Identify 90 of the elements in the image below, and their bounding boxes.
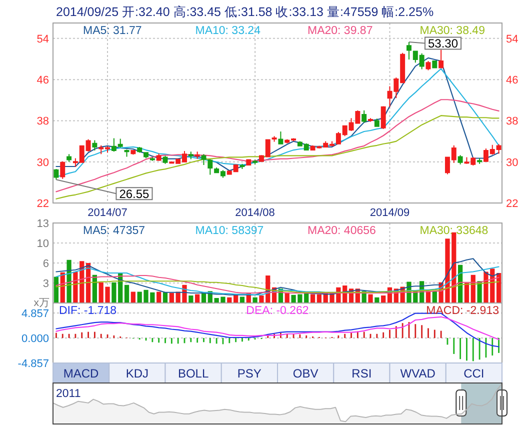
candlestick	[368, 118, 373, 122]
chart-title: 2014/09/25 开:32.40 高:33.45 低:31.58 收:33.13 量:47559 幅:2.25%	[56, 4, 434, 19]
candlestick	[362, 110, 367, 124]
text: MA5: 31.77	[83, 25, 142, 37]
candlestick	[252, 159, 258, 165]
text: OBV	[292, 366, 318, 380]
text: MA10: 58397	[195, 225, 264, 237]
line-series	[56, 316, 500, 340]
y2-tick-label: 38	[506, 116, 518, 128]
candlestick	[458, 154, 463, 165]
candlestick	[144, 152, 148, 159]
candlestick	[240, 163, 245, 170]
candlestick	[438, 49, 444, 69]
y2-tick-label: 46	[506, 74, 518, 87]
candlestick	[380, 106, 386, 130]
candlestick	[194, 151, 200, 160]
y-tick-label: 46	[36, 74, 49, 87]
x-tick-label: 2014/09	[370, 207, 410, 219]
candlestick	[60, 160, 66, 180]
candlestick	[162, 155, 168, 164]
bar	[130, 292, 136, 303]
annotation: 26.55	[56, 179, 153, 201]
text: PSY	[237, 366, 262, 380]
text: CCI	[464, 366, 484, 380]
y-tick-label: 30	[36, 156, 49, 169]
candlestick	[150, 156, 155, 162]
text: MA10: 33.24	[195, 25, 262, 37]
bar	[169, 293, 174, 303]
candlestick	[374, 118, 380, 128]
text: BOLL	[178, 366, 209, 380]
bar	[381, 296, 386, 303]
candlestick	[432, 60, 438, 69]
line-series	[56, 258, 500, 296]
y-tick-label: 38	[36, 116, 49, 128]
y-tick-label: 0.000	[21, 333, 49, 345]
annotation: 2011	[56, 388, 81, 400]
series-label: DIF: -1.718	[59, 305, 117, 317]
series-label: MACD: -2.913	[426, 305, 499, 317]
bar	[124, 284, 130, 304]
candlestick	[130, 150, 136, 156]
text: KDJ	[126, 366, 149, 380]
line-series	[56, 115, 500, 200]
text: MA5: 47357	[83, 225, 146, 237]
line-series	[56, 274, 500, 294]
candlestick	[426, 60, 431, 71]
candlestick	[92, 140, 98, 152]
y-tick-label: -4.857	[18, 358, 49, 370]
y2-tick-label: 54	[506, 33, 518, 46]
candlestick	[137, 146, 142, 154]
candlestick	[66, 154, 72, 162]
y-tick-label: 3	[42, 278, 49, 290]
annotation: 53.30	[428, 36, 458, 50]
candlestick	[278, 131, 284, 145]
series-label: DEA: -0.262	[246, 305, 309, 317]
bar	[252, 297, 258, 304]
x-tick-label: 2014/08	[235, 207, 275, 219]
candlestick	[208, 158, 213, 176]
candlestick	[156, 153, 162, 162]
x-tick-label: 2014/07	[88, 207, 128, 219]
candlestick	[406, 42, 412, 60]
y-tick-label: 54	[36, 33, 49, 46]
candlestick	[188, 151, 194, 160]
bar	[477, 281, 482, 304]
y-tick-label: 22	[36, 198, 49, 210]
candlestick	[201, 154, 206, 166]
candlestick	[124, 149, 130, 158]
y2-tick-label: 22	[506, 198, 518, 210]
candlestick	[246, 158, 252, 166]
y-tick-label: 6	[42, 258, 49, 270]
candlestick	[54, 168, 59, 180]
bar	[156, 292, 162, 303]
line-series	[56, 312, 500, 348]
text: MA30: 38.49	[420, 25, 485, 37]
annotation: 26.55	[119, 186, 150, 201]
text: MA20: 39.87	[308, 25, 373, 37]
text: WVAD	[400, 366, 436, 380]
bar	[188, 296, 194, 303]
y-tick-label: 4.857	[21, 308, 49, 320]
annotation: 53.30	[408, 36, 462, 50]
line-series	[56, 280, 500, 293]
y2-tick-label: 30	[506, 156, 518, 169]
y-axis-title: x万	[34, 297, 50, 309]
bar	[368, 294, 373, 303]
candlestick	[477, 158, 482, 164]
text: RSI	[352, 366, 372, 380]
text: MACD	[63, 366, 100, 380]
text: MA20: 40656	[308, 225, 376, 237]
y-tick-label: 13	[36, 218, 49, 230]
text: MA30: 33648	[420, 225, 488, 237]
y-tick-label: 10	[36, 238, 49, 250]
